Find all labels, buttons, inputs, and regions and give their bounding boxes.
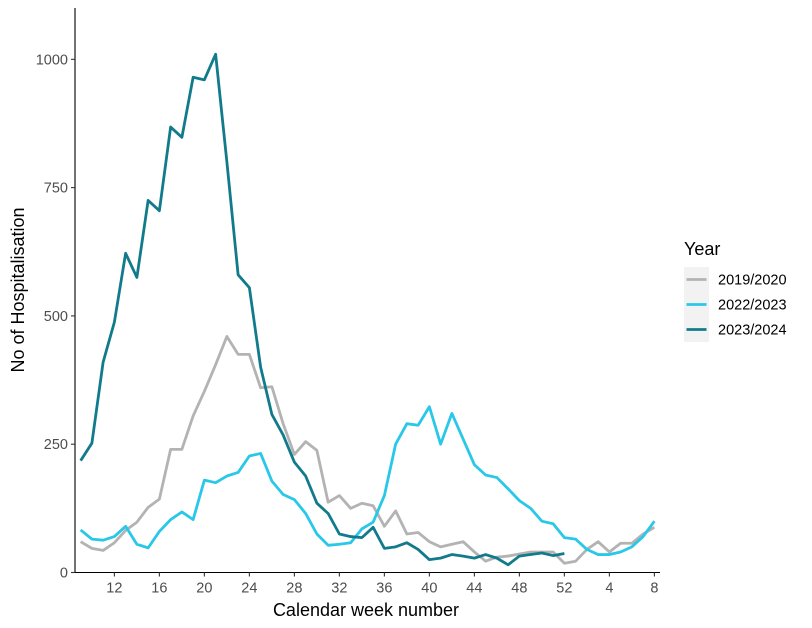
x-tick-label: 32 — [331, 581, 347, 597]
y-tick-label: 750 — [44, 181, 68, 197]
series-line-2023-2024 — [79, 52, 565, 567]
x-tick-label: 44 — [466, 581, 482, 597]
series-line-2022-2023 — [79, 405, 656, 556]
x-tick-label: 48 — [511, 581, 527, 597]
y-tick-label: 250 — [44, 437, 68, 453]
y-tick-label: 0 — [60, 566, 68, 582]
x-tick-label: 12 — [106, 581, 122, 597]
legend: Year 2019/2020 2022/2023 2023/2024 — [684, 239, 787, 342]
x-tick-label: 40 — [421, 581, 437, 597]
x-tick-label: 28 — [286, 581, 302, 597]
x-tick-label: 8 — [650, 581, 658, 597]
x-tick-label: 4 — [605, 581, 613, 597]
x-ticks: 12 16 20 24 28 32 36 40 44 48 52 4 8 — [106, 572, 658, 597]
y-tick-label: 1000 — [36, 52, 68, 68]
legend-label: 2022/2023 — [718, 298, 787, 314]
x-tick-label: 24 — [241, 581, 257, 597]
legend-label: 2019/2020 — [718, 273, 787, 289]
y-ticks: 0 250 500 750 1000 — [36, 52, 75, 582]
x-tick-label: 52 — [556, 581, 572, 597]
x-tick-label: 16 — [151, 581, 167, 597]
legend-label: 2023/2024 — [718, 323, 787, 339]
series-lines — [79, 52, 656, 567]
y-tick-label: 500 — [44, 309, 68, 325]
y-axis-title: No of Hospitalisation — [8, 207, 28, 372]
series-line-2019-2020 — [79, 335, 656, 565]
legend-items: 2019/2020 2022/2023 2023/2024 — [684, 267, 787, 342]
x-tick-label: 36 — [376, 581, 392, 597]
legend-title: Year — [684, 239, 720, 259]
x-tick-label: 20 — [196, 581, 212, 597]
x-axis-title: Calendar week number — [273, 600, 459, 620]
